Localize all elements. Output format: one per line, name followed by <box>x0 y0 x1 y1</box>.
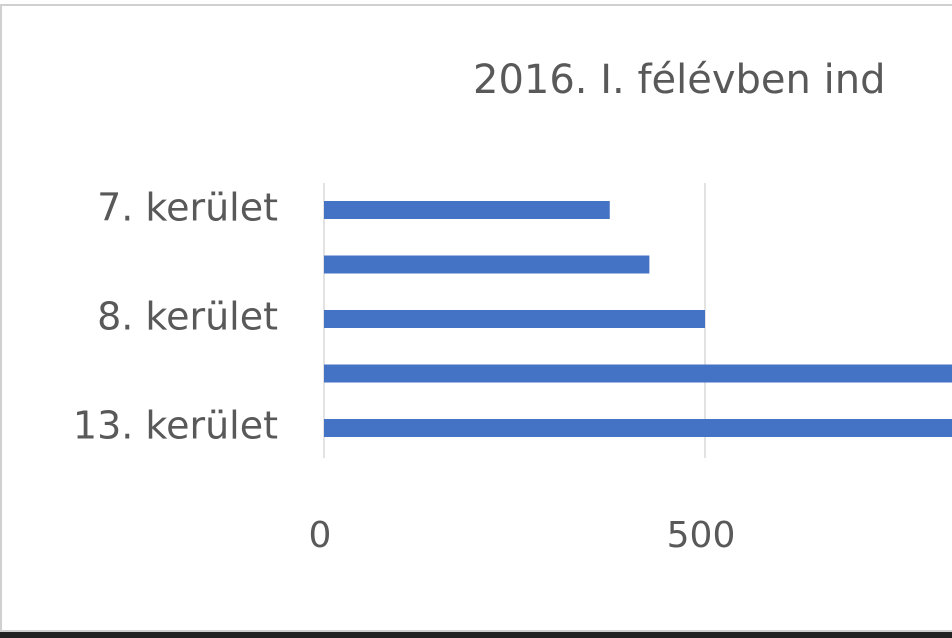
x-tick-label: 0 <box>309 515 332 556</box>
bar <box>324 255 650 274</box>
bar <box>324 419 952 437</box>
bar <box>324 310 705 328</box>
bar <box>324 364 952 383</box>
y-tick-label: 7. kerület <box>97 186 278 230</box>
y-tick-label: 13. kerület <box>73 404 278 448</box>
bottom-edge <box>0 632 952 638</box>
bar <box>324 201 610 219</box>
x-tick-label: 500 <box>667 515 736 556</box>
chart-title: 2016. I. félévben ind <box>473 57 885 103</box>
plot-area: 0 500 7. kerület 8. kerület 13. kerület <box>73 183 952 556</box>
y-tick-label: 8. kerület <box>97 295 278 339</box>
